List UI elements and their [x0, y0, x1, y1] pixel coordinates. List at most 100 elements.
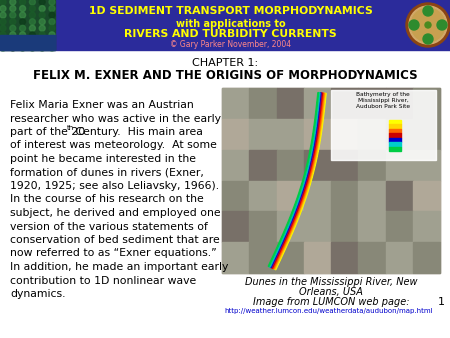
Circle shape [29, 5, 36, 11]
Bar [0, 35, 55, 50]
Text: Felix Maria Exner was an Austrian: Felix Maria Exner was an Austrian [10, 100, 194, 110]
Text: contribution to 1D nonlinear wave: contribution to 1D nonlinear wave [10, 275, 196, 286]
Bar [331, 119, 358, 150]
Circle shape [10, 19, 16, 25]
Bar [388, 147, 401, 151]
Circle shape [10, 25, 16, 31]
Bar [331, 150, 358, 180]
Circle shape [423, 34, 433, 44]
Bar [276, 242, 304, 273]
Bar [413, 211, 440, 242]
Circle shape [49, 39, 55, 44]
Bar [388, 120, 401, 124]
Circle shape [39, 39, 45, 44]
Circle shape [49, 45, 55, 51]
Text: 1920, 1925; see also Leliavsky, 1966).: 1920, 1925; see also Leliavsky, 1966). [10, 181, 219, 191]
Bar [222, 119, 249, 150]
Text: Dunes in the Mississippi River, New: Dunes in the Mississippi River, New [245, 277, 417, 287]
Circle shape [29, 32, 36, 38]
Bar [358, 119, 386, 150]
Bar [304, 180, 331, 211]
Text: 1: 1 [438, 297, 445, 307]
Circle shape [20, 45, 26, 51]
Text: RIVERS AND TURBIDITY CURRENTS: RIVERS AND TURBIDITY CURRENTS [124, 29, 337, 39]
Text: Century.  His main area: Century. His main area [72, 127, 203, 137]
Text: researcher who was active in the early: researcher who was active in the early [10, 114, 221, 123]
Bar [386, 88, 413, 119]
Circle shape [29, 25, 36, 31]
Bar [222, 150, 249, 180]
Circle shape [20, 12, 26, 18]
Circle shape [39, 32, 45, 38]
Circle shape [10, 45, 16, 51]
Text: of interest was meteorology.  At some: of interest was meteorology. At some [10, 141, 217, 150]
Circle shape [0, 5, 6, 11]
Bar [331, 211, 358, 242]
Circle shape [39, 5, 45, 11]
Bar [304, 150, 331, 180]
Circle shape [10, 39, 16, 44]
Bar [304, 242, 331, 273]
Circle shape [0, 19, 6, 25]
Circle shape [29, 0, 36, 5]
Polygon shape [275, 93, 326, 270]
Polygon shape [271, 93, 322, 268]
Polygon shape [274, 93, 324, 269]
Circle shape [10, 32, 16, 38]
Bar [413, 180, 440, 211]
Bar [358, 211, 386, 242]
Bar [331, 88, 358, 119]
Bar [388, 138, 401, 142]
Bar [222, 88, 249, 119]
Bar [249, 242, 276, 273]
Circle shape [10, 0, 16, 5]
Circle shape [29, 12, 36, 18]
Circle shape [49, 5, 55, 11]
Text: now referred to as “Exner equations.”: now referred to as “Exner equations.” [10, 248, 217, 259]
Text: part of the 20: part of the 20 [10, 127, 85, 137]
Circle shape [20, 32, 26, 38]
Polygon shape [270, 93, 321, 267]
Text: 1D SEDIMENT TRANSPORT MORPHODYNAMICS: 1D SEDIMENT TRANSPORT MORPHODYNAMICS [89, 6, 373, 16]
Circle shape [0, 0, 6, 5]
Circle shape [49, 12, 55, 18]
Circle shape [49, 25, 55, 31]
Bar [249, 119, 276, 150]
Bar [388, 124, 401, 128]
Circle shape [409, 6, 447, 44]
Circle shape [20, 25, 26, 31]
Text: dynamics.: dynamics. [10, 289, 66, 299]
Circle shape [49, 19, 55, 25]
Bar [386, 211, 413, 242]
Circle shape [0, 39, 6, 44]
Text: In the course of his research on the: In the course of his research on the [10, 194, 204, 204]
Bar [249, 150, 276, 180]
Text: subject, he derived and employed one: subject, he derived and employed one [10, 208, 220, 218]
Polygon shape [273, 93, 324, 269]
Bar [276, 119, 304, 150]
Circle shape [20, 19, 26, 25]
Bar [388, 133, 401, 138]
Circle shape [0, 12, 6, 18]
Circle shape [409, 20, 419, 30]
Bar [276, 211, 304, 242]
Polygon shape [268, 93, 319, 267]
Bar [358, 150, 386, 180]
Bar [386, 150, 413, 180]
Circle shape [0, 45, 6, 51]
Text: Orleans, USA: Orleans, USA [299, 287, 363, 297]
Circle shape [29, 45, 36, 51]
Text: point he became interested in the: point he became interested in the [10, 154, 196, 164]
Bar [388, 128, 401, 133]
Circle shape [29, 19, 36, 25]
Bar [388, 142, 401, 147]
Polygon shape [269, 93, 319, 267]
Bar [358, 88, 386, 119]
Circle shape [20, 39, 26, 44]
Circle shape [39, 0, 45, 5]
Text: conservation of bed sediment that are: conservation of bed sediment that are [10, 235, 220, 245]
Circle shape [49, 32, 55, 38]
Bar [413, 242, 440, 273]
Circle shape [10, 5, 16, 11]
Bar [358, 242, 386, 273]
